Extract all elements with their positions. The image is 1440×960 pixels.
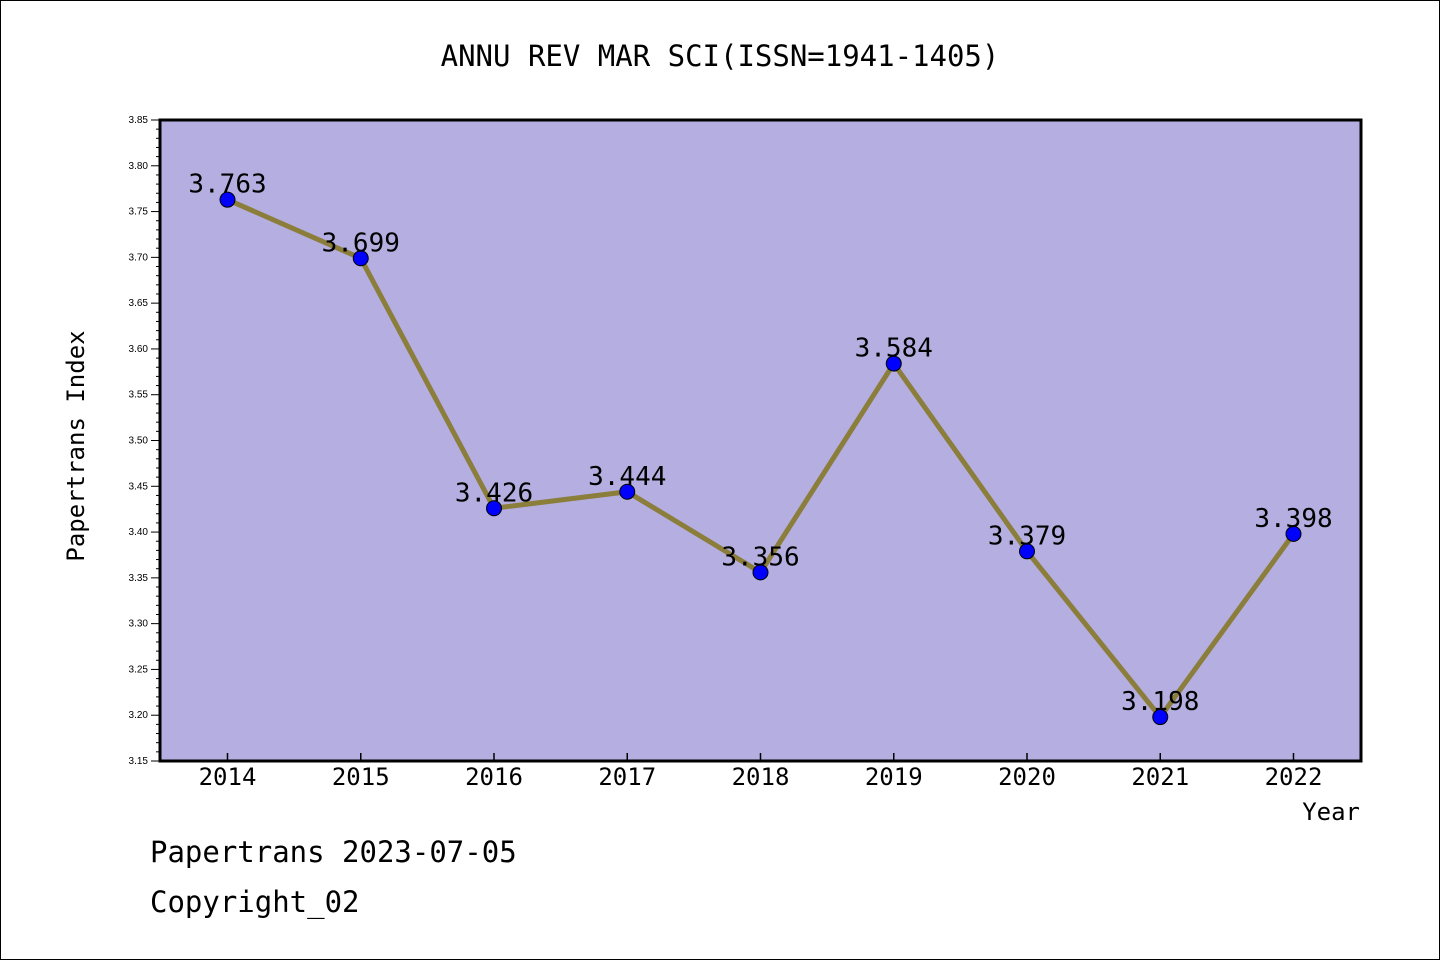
data-label: 3.584 [855,334,933,364]
y-tick-label: 3.80 [129,161,149,172]
y-tick-label: 3.70 [129,252,149,263]
data-point [486,500,502,517]
x-axis: 2014 2015 2016 2017 2018 2019 2020 2021 2022 [199,753,1323,791]
x-tick-label: 2019 [865,763,923,791]
x-axis-title: Year [1302,798,1360,826]
y-tick-label: 3.55 [129,390,149,401]
data-label: 3.356 [721,542,799,572]
y-tick-label: 3.35 [129,573,149,584]
data-point [752,564,769,581]
y-tick-label: 3.30 [129,619,149,630]
x-tick-label: 2017 [598,763,656,791]
data-point [352,250,369,267]
data-label: 3.198 [1121,687,1199,717]
data-point [1019,543,1035,560]
y-tick-label: 3.85 [129,115,149,126]
chart-title: ANNU REV MAR SCI(ISSN=1941-1405) [441,39,1000,73]
x-tick-label: 2014 [199,763,257,791]
y-tick-label: 3.20 [129,710,149,721]
data-point [1152,709,1169,726]
y-tick-label: 3.75 [129,207,149,218]
data-label: 3.379 [988,521,1066,551]
data-point [219,191,236,208]
y-axis-title: Papertrans Index [62,330,90,561]
data-point [1285,525,1302,542]
y-axis: 3.15 3.20 3.25 3.30 3.35 3.40 3.45 3.50 3.55 3.60… [129,115,160,767]
series-layer [219,191,1302,726]
y-tick-label: 3.50 [129,436,149,447]
data-label: 3.763 [188,170,266,200]
data-point [885,355,902,372]
footer-copyright: Copyright_02 [150,885,360,919]
x-tick-label: 2015 [332,763,390,791]
footer-date: Papertrans 2023-07-05 [150,835,517,869]
data-label-layer: 3.763 3.699 3.426 3.444 3.356 3.584 3.379 3.198… [188,170,1332,717]
y-tick-label: 3.40 [129,527,149,538]
x-tick-label: 2018 [732,763,790,791]
y-tick-label: 3.25 [129,664,149,675]
data-label: 3.398 [1254,504,1332,534]
y-tick-label: 3.65 [129,298,149,309]
x-tick-label: 2021 [1131,763,1189,791]
data-label: 3.444 [588,462,666,492]
y-tick-label: 3.15 [129,756,149,767]
y-tick-label: 3.60 [129,344,149,355]
data-label: 3.699 [322,228,400,258]
data-point [619,483,636,500]
x-tick-label: 2022 [1265,763,1323,791]
plot-area [158,118,1363,763]
x-tick-label: 2016 [465,763,523,791]
x-tick-label: 2020 [998,763,1056,791]
data-label: 3.426 [455,478,533,508]
y-tick-label: 3.45 [129,481,149,492]
